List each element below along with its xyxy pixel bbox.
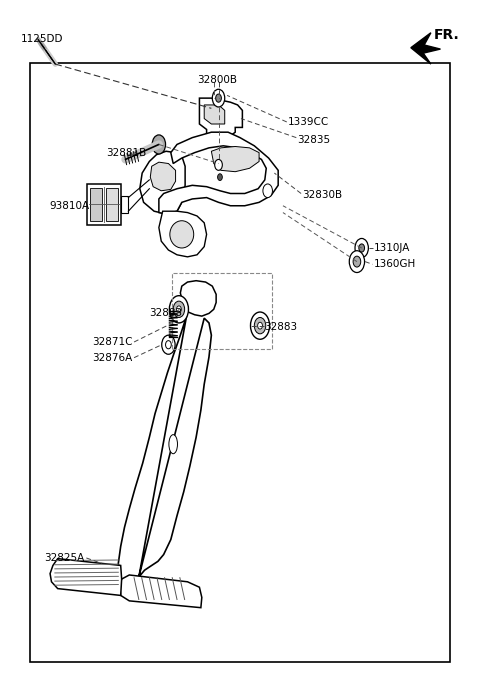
Circle shape [173,301,185,317]
Polygon shape [150,162,176,191]
Circle shape [162,335,175,354]
Circle shape [355,239,368,258]
Bar [106,188,118,221]
FancyBboxPatch shape [87,184,121,225]
Polygon shape [159,132,278,214]
Circle shape [166,341,171,349]
Circle shape [359,244,364,252]
Text: 32825A: 32825A [44,553,84,563]
Bar [90,188,102,221]
Text: 1310JA: 1310JA [373,243,410,253]
Text: 1339CC: 1339CC [288,117,329,127]
Text: 32881B: 32881B [107,148,146,157]
Circle shape [215,159,222,170]
Circle shape [177,306,181,313]
Bar [172,272,273,349]
Text: 93810A: 93810A [49,201,89,211]
Polygon shape [50,559,121,595]
Text: 32835: 32835 [297,135,330,145]
Bar [30,63,450,662]
Text: 32876A: 32876A [92,354,132,363]
Polygon shape [411,33,441,64]
Bar [121,196,128,213]
Circle shape [152,135,166,154]
Circle shape [216,94,221,102]
Circle shape [169,295,189,323]
Polygon shape [180,280,216,316]
Text: 32871C: 32871C [92,337,132,347]
Circle shape [353,256,361,267]
Text: 32883: 32883 [149,308,182,317]
Circle shape [258,322,263,329]
Text: 32883: 32883 [264,322,297,332]
Text: 32830B: 32830B [302,190,342,200]
Circle shape [251,312,270,339]
Circle shape [263,184,273,198]
Circle shape [254,317,266,334]
Text: 1125DD: 1125DD [21,34,63,44]
Circle shape [217,174,222,181]
Polygon shape [118,316,211,584]
Polygon shape [204,105,225,124]
Polygon shape [120,575,202,607]
Circle shape [212,90,225,107]
Polygon shape [199,98,242,137]
Text: FR.: FR. [434,29,460,42]
Polygon shape [140,151,185,214]
Text: 32800B: 32800B [197,75,237,85]
Polygon shape [211,146,259,172]
Ellipse shape [169,434,178,453]
Ellipse shape [170,221,194,248]
Circle shape [349,251,364,272]
Polygon shape [159,211,206,257]
Text: 1360GH: 1360GH [373,259,416,269]
